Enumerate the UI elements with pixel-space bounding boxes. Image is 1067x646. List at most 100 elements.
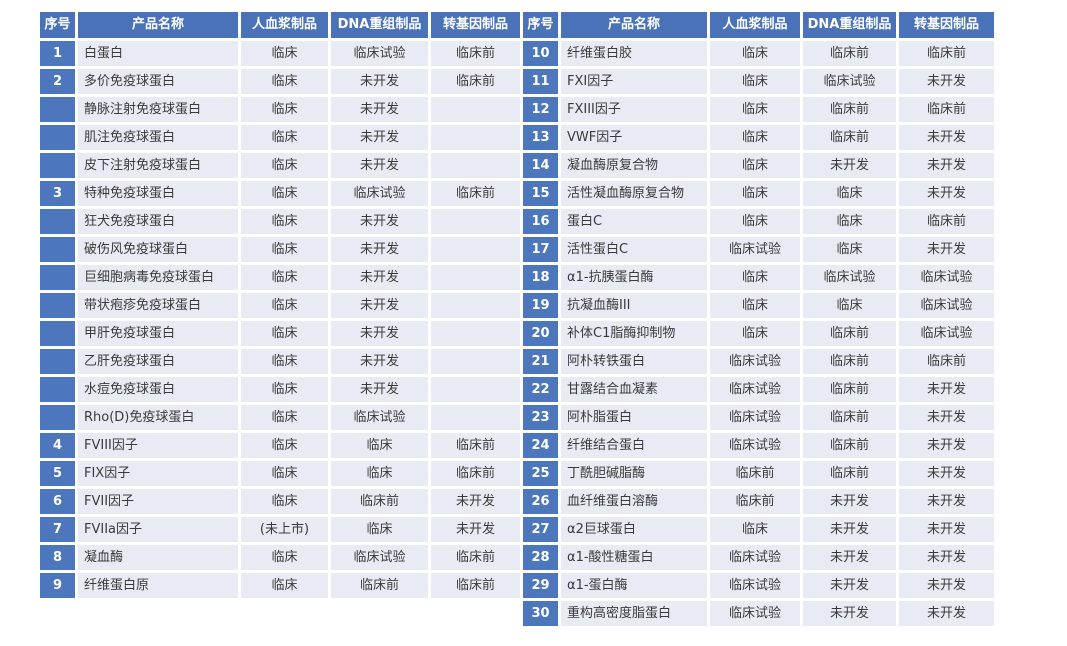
table-row: 21 阿朴转铁蛋白 临床试验 临床前 临床前 xyxy=(523,349,994,374)
table-row: 4 FVIII因子 临床 临床 临床前 xyxy=(40,433,520,458)
dna-status: 临床试验 xyxy=(803,69,896,94)
transgenic-status: 未开发 xyxy=(899,69,994,94)
column-header-transgenic: 转基因制品 xyxy=(431,12,520,38)
table-row: 20 补体C1脂酶抑制物 临床 临床前 临床试验 xyxy=(523,321,994,346)
dna-status: 未开发 xyxy=(803,573,896,598)
table-row: 静脉注射免疫球蛋白 临床 未开发 xyxy=(40,97,520,122)
row-index: 13 xyxy=(523,125,558,150)
column-header-product: 产品名称 xyxy=(78,12,238,38)
dna-status: 临床试验 xyxy=(331,41,428,66)
plasma-status: 临床 xyxy=(241,181,328,206)
dna-status: 未开发 xyxy=(331,209,428,234)
row-index xyxy=(40,349,75,374)
row-index: 5 xyxy=(40,461,75,486)
table-left-body: 1 白蛋白 临床 临床试验 临床前 2 多价免疫球蛋白 临床 未开发 临床前 静… xyxy=(40,41,520,598)
product-name: 活性凝血酶原复合物 xyxy=(561,181,707,206)
product-name: 阿朴转铁蛋白 xyxy=(561,349,707,374)
dna-status: 临床前 xyxy=(803,349,896,374)
table-header-row: 序号 产品名称 人血浆制品 DNA重组制品 转基因制品 xyxy=(40,12,520,38)
plasma-status: 临床试验 xyxy=(710,377,800,402)
product-name: FVII因子 xyxy=(78,489,238,514)
row-index: 15 xyxy=(523,181,558,206)
plasma-status: 临床试验 xyxy=(710,601,800,626)
column-header-index: 序号 xyxy=(523,12,558,38)
dna-status: 未开发 xyxy=(331,237,428,262)
dna-status: 临床试验 xyxy=(803,265,896,290)
row-index: 10 xyxy=(523,41,558,66)
dna-status: 临床 xyxy=(803,209,896,234)
transgenic-status xyxy=(431,349,520,374)
transgenic-status: 临床试验 xyxy=(899,293,994,318)
transgenic-status xyxy=(431,97,520,122)
row-index: 30 xyxy=(523,601,558,626)
table-row: 29 α1-蛋白酶 临床试验 未开发 未开发 xyxy=(523,573,994,598)
dna-status: 未开发 xyxy=(331,349,428,374)
row-index: 16 xyxy=(523,209,558,234)
dna-status: 未开发 xyxy=(331,69,428,94)
table-row: 17 活性蛋白C 临床试验 临床 未开发 xyxy=(523,237,994,262)
plasma-status: 临床 xyxy=(241,237,328,262)
transgenic-status xyxy=(431,265,520,290)
plasma-status: 临床试验 xyxy=(710,433,800,458)
dna-status: 临床前 xyxy=(803,377,896,402)
plasma-status: 临床 xyxy=(241,69,328,94)
plasma-status: 临床 xyxy=(241,293,328,318)
product-name: 补体C1脂酶抑制物 xyxy=(561,321,707,346)
transgenic-status: 临床试验 xyxy=(899,321,994,346)
product-name: 水痘免疫球蛋白 xyxy=(78,377,238,402)
table-row: 11 FXI因子 临床 临床试验 未开发 xyxy=(523,69,994,94)
dna-status: 临床 xyxy=(803,293,896,318)
product-name: 带状疱疹免疫球蛋白 xyxy=(78,293,238,318)
dna-status: 临床前 xyxy=(803,321,896,346)
table-row: 10 纤维蛋白胶 临床 临床前 临床前 xyxy=(523,41,994,66)
row-index xyxy=(40,377,75,402)
table-row: 甲肝免疫球蛋白 临床 未开发 xyxy=(40,321,520,346)
column-header-plasma: 人血浆制品 xyxy=(710,12,800,38)
plasma-status: 临床 xyxy=(241,489,328,514)
product-name: FVIII因子 xyxy=(78,433,238,458)
product-name: 肌注免疫球蛋白 xyxy=(78,125,238,150)
plasma-status: 临床 xyxy=(710,181,800,206)
row-index: 11 xyxy=(523,69,558,94)
row-index xyxy=(40,97,75,122)
dna-status: 临床前 xyxy=(803,405,896,430)
plasma-status: 临床 xyxy=(241,265,328,290)
product-name: 甘露结合血凝素 xyxy=(561,377,707,402)
row-index: 22 xyxy=(523,377,558,402)
table-row: 9 纤维蛋白原 临床 临床前 临床前 xyxy=(40,573,520,598)
dna-status: 临床前 xyxy=(803,461,896,486)
table-row: 30 重构高密度脂蛋白 临床试验 未开发 未开发 xyxy=(523,601,994,626)
plasma-status: 临床 xyxy=(241,349,328,374)
transgenic-status xyxy=(431,209,520,234)
row-index: 1 xyxy=(40,41,75,66)
transgenic-status: 未开发 xyxy=(899,517,994,542)
transgenic-status xyxy=(431,153,520,178)
table-row: 24 纤维结合蛋白 临床试验 临床前 未开发 xyxy=(523,433,994,458)
column-header-transgenic: 转基因制品 xyxy=(899,12,994,38)
plasma-status: 临床 xyxy=(710,265,800,290)
table-row: 2 多价免疫球蛋白 临床 未开发 临床前 xyxy=(40,69,520,94)
transgenic-status: 临床试验 xyxy=(899,265,994,290)
table-header-row: 序号 产品名称 人血浆制品 DNA重组制品 转基因制品 xyxy=(523,12,994,38)
table-row: 22 甘露结合血凝素 临床试验 临床前 未开发 xyxy=(523,377,994,402)
plasma-status: 临床 xyxy=(710,125,800,150)
product-name: 纤维结合蛋白 xyxy=(561,433,707,458)
table-row: 13 VWF因子 临床 临床前 未开发 xyxy=(523,125,994,150)
plasma-status: 临床试验 xyxy=(710,349,800,374)
column-header-dna: DNA重组制品 xyxy=(803,12,896,38)
plasma-status: 临床 xyxy=(241,573,328,598)
plasma-status: 临床 xyxy=(241,433,328,458)
plasma-status: 临床 xyxy=(241,209,328,234)
dna-status: 未开发 xyxy=(331,153,428,178)
dna-status: 临床 xyxy=(803,237,896,262)
dna-status: 未开发 xyxy=(331,97,428,122)
table-row: Rho(D)免疫球蛋白 临床 临床试验 xyxy=(40,405,520,430)
table-right-body: 10 纤维蛋白胶 临床 临床前 临床前 11 FXI因子 临床 临床试验 未开发… xyxy=(523,41,994,626)
dna-status: 临床 xyxy=(803,181,896,206)
dna-status: 临床试验 xyxy=(331,405,428,430)
transgenic-status: 临床前 xyxy=(431,573,520,598)
plasma-status: 临床试验 xyxy=(710,405,800,430)
table-row: 7 FVIIa因子 (未上市) 临床 未开发 xyxy=(40,517,520,542)
transgenic-status: 未开发 xyxy=(431,517,520,542)
row-index xyxy=(40,265,75,290)
